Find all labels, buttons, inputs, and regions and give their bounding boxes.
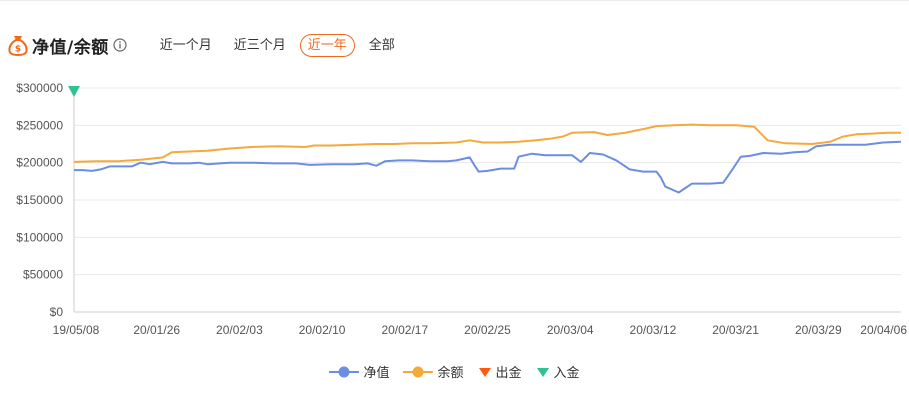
series-line-1 — [73, 123, 901, 163]
x-tick-label: 19/05/08 — [53, 323, 100, 337]
period-tabs: 近一个月 近三个月 近一年 全部 — [152, 33, 409, 57]
legend-item-deposit[interactable]: 入金 — [536, 362, 580, 381]
y-tick-label: $300000 — [16, 81, 63, 95]
x-tick-label: 20/01/26 — [133, 323, 180, 337]
x-tick-label: 20/04/06 — [860, 323, 907, 337]
legend-label: 余额 — [437, 366, 464, 381]
legend-item-balance[interactable]: 余额 — [403, 362, 464, 381]
triangle-down-icon — [536, 367, 549, 377]
line-marker-icon — [329, 366, 360, 377]
y-tick-label: $0 — [50, 305, 64, 319]
tab-1-year[interactable]: 近一年 — [299, 33, 355, 57]
money-bag-icon: $ — [8, 36, 28, 56]
svg-text:$: $ — [15, 45, 21, 55]
info-icon[interactable] — [113, 38, 127, 52]
chart-header: $ 净值/余额 近一个月 近三个月 近一年 全部 — [8, 33, 409, 58]
legend-item-net-value[interactable]: 净值 — [329, 362, 389, 381]
legend-item-withdraw[interactable]: 出金 — [478, 362, 522, 381]
legend-label: 净值 — [363, 366, 390, 381]
line-chart: $0 $50000 $100000 $150000 $200000 $250000 $300… — [16, 81, 907, 337]
legend-label: 入金 — [553, 366, 580, 381]
x-tick-label: 20/03/04 — [547, 323, 594, 337]
top-divider — [0, 0, 909, 1]
triangle-down-icon — [478, 367, 491, 377]
marker-point — [68, 86, 80, 97]
chart-legend: 净值 余额 出金 入金 — [0, 362, 909, 381]
x-tick-label: 20/03/12 — [630, 323, 677, 337]
x-tick-label: 20/03/29 — [795, 323, 842, 337]
y-tick-label: $50000 — [23, 268, 63, 282]
x-tick-label: 20/02/25 — [464, 323, 511, 337]
page-title: 净值/余额 — [32, 37, 109, 58]
x-tick-label: 20/02/17 — [381, 323, 428, 337]
x-tick-label: 20/02/03 — [216, 323, 263, 337]
x-tick-label: 20/03/21 — [712, 323, 759, 337]
tab-all[interactable]: 全部 — [368, 37, 395, 53]
x-tick-label: 20/02/10 — [299, 323, 346, 337]
tab-3-months[interactable]: 近三个月 — [233, 37, 286, 53]
y-tick-label: $200000 — [16, 156, 63, 170]
series-line-0 — [74, 140, 902, 194]
y-tick-label: $250000 — [16, 118, 63, 132]
tab-1-month[interactable]: 近一个月 — [159, 37, 212, 53]
legend-label: 出金 — [495, 366, 522, 381]
line-marker-icon — [403, 366, 434, 377]
y-tick-label: $100000 — [16, 230, 63, 244]
y-tick-label: $150000 — [16, 193, 63, 207]
